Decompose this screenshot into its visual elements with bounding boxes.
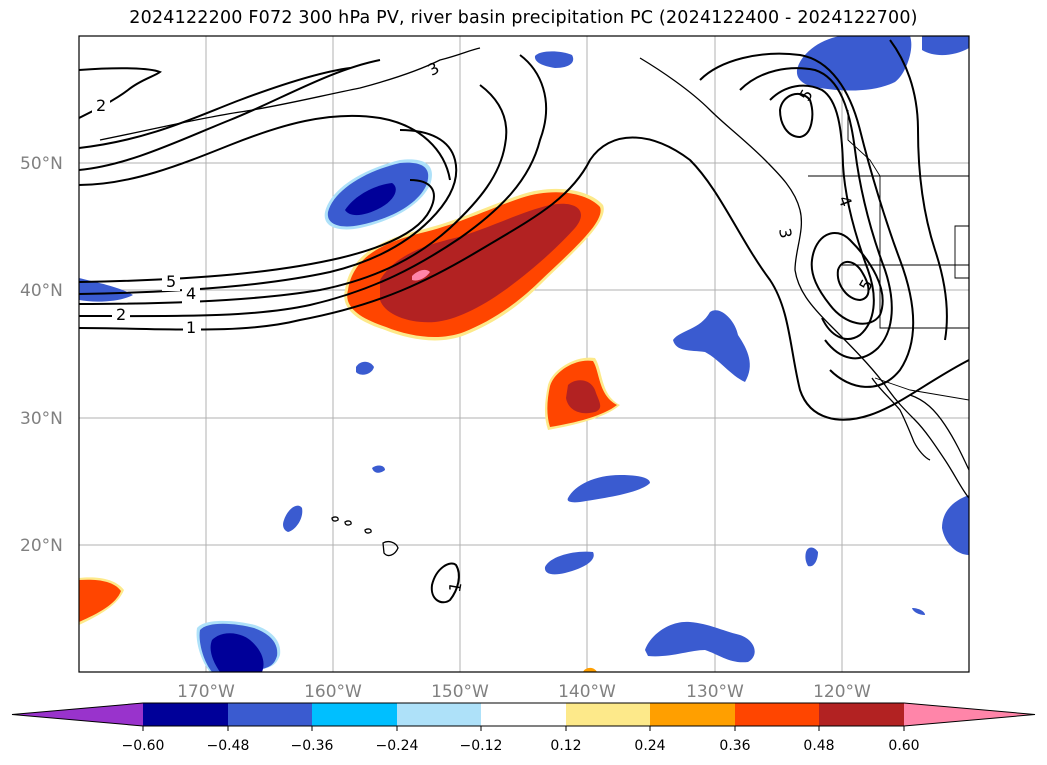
colorbar-tick-label: −0.24 [376, 738, 419, 754]
colorbar-bin-3 [312, 703, 397, 726]
precip-positive-blob-bottom [583, 667, 597, 672]
colorbar-tick-label: −0.36 [291, 738, 334, 754]
contour-label-3-east: 3 [775, 227, 795, 240]
precip-negative-blob-tiny-19n [805, 547, 818, 567]
lat-label-20n: 20°N [20, 536, 63, 556]
pv-contour-trough-east-2 [739, 67, 893, 360]
colorbar-bin-2 [228, 703, 312, 726]
colorbar-bin-1 [143, 703, 228, 726]
colorbar-bin-5 [481, 703, 566, 726]
pv-contour-north-1 [79, 59, 381, 171]
lat-label-50n: 50°N [20, 154, 63, 174]
precip-negative-blob-top-center [534, 51, 574, 68]
border-alaska-canada [847, 110, 881, 177]
map-frame [78, 35, 970, 673]
pv-contour-ring-south [810, 231, 884, 325]
hawaii-kauai [331, 516, 339, 522]
contour-label-5: 5 [166, 272, 176, 291]
colorbar-tick-label: −0.12 [460, 738, 503, 754]
colorbar-under-arrow [12, 703, 143, 726]
precip-negative-blob-bottom-left-core [210, 633, 264, 672]
lat-label-30n: 30°N [20, 409, 63, 429]
colorbar-tick-label: −0.48 [207, 738, 250, 754]
colorbar-ticks [142, 726, 905, 731]
precip-negative-blob-east [942, 495, 969, 555]
coastlines [99, 47, 969, 557]
hawaii-oahu [344, 520, 352, 526]
colorbar-tick-labels: −0.60 −0.48 −0.36 −0.24 −0.12 0.12 0.24 … [122, 738, 920, 754]
lat-label-40n: 40°N [20, 281, 63, 301]
precip-shading [79, 36, 969, 672]
pv-contour-5 [79, 179, 435, 283]
coastline-alaska [99, 47, 481, 141]
colorbar-tick-label: 0.48 [803, 738, 834, 754]
lon-label-140w: 140°W [558, 682, 616, 702]
contour-label-2: 2 [116, 305, 126, 324]
colorbar-tick-label: 0.60 [888, 738, 919, 754]
precip-negative-blob-top-right [796, 36, 912, 91]
pv-contour-3 [79, 84, 508, 305]
map-background [79, 36, 969, 672]
precip-negative-blob-47n-core [345, 183, 396, 216]
lon-labels: 170°W 160°W 150°W 140°W 130°W 120°W [177, 682, 871, 702]
precip-negative-blob-southeast [673, 310, 750, 382]
lon-label-150w: 150°W [431, 682, 489, 702]
pv-contours [79, 39, 969, 604]
precip-negative-blob-tiny-15n [912, 608, 925, 615]
pv-contour-trough-east-3 [769, 84, 875, 340]
contour-label-2-north: 2 [96, 96, 106, 115]
precip-negative-blob-bottom-center [645, 621, 755, 663]
pv-contour-small-15n [430, 562, 460, 604]
colorbar-tick-label: 0.24 [634, 738, 665, 754]
lon-label-170w: 170°W [177, 682, 235, 702]
precip-positive-blob-30n-darkred [566, 380, 601, 414]
precip-negative-blob-18n [544, 551, 594, 575]
precip-negative-blob-small-35n [356, 361, 374, 375]
pv-contour-ring-north [778, 92, 814, 139]
precip-negative-blob-25n [567, 475, 650, 503]
colorbar-bin-8 [735, 703, 819, 726]
precip-positive-blob-west-orange [79, 579, 121, 622]
colorbar-tick-label: −0.60 [122, 738, 165, 754]
colorbar: −0.60 −0.48 −0.36 −0.24 −0.12 0.12 0.24 … [11, 702, 1036, 754]
colorbar-tick-label: 0.36 [719, 738, 750, 754]
precip-negative-blob-top-right-edge [922, 36, 969, 56]
map-title: 2024122200 F072 300 hPa PV, river basin … [129, 8, 918, 28]
pv-contour-east-edge [889, 39, 948, 341]
precip-positive-band-pink [412, 269, 430, 281]
precip-negative-blob-tiny-26n [372, 465, 385, 473]
lat-labels: 50°N 40°N 30°N 20°N [20, 154, 63, 556]
pv-contour-trough-east-1 [699, 52, 915, 388]
pv-contour-ring-inner [836, 261, 870, 302]
pv-contour-north-2 [79, 67, 351, 149]
colorbar-over-arrow [904, 703, 1035, 726]
colorbar-bin-9 [819, 703, 904, 726]
precip-negative-blob-22n-small [283, 505, 303, 532]
coastline-mexico-west [909, 394, 969, 471]
colorbar-bin-4 [397, 703, 481, 726]
precip-positive-band-darkred [380, 203, 581, 323]
border-state-2 [840, 264, 969, 329]
coastline-southeast-alaska-canada [639, 57, 969, 499]
lon-label-130w: 130°W [686, 682, 744, 702]
border-state-3 [954, 225, 969, 279]
lon-label-120w: 120°W [813, 682, 871, 702]
colorbar-bin-7 [650, 703, 735, 726]
colorbar-bin-6 [566, 703, 650, 726]
coastline-baja [871, 377, 931, 461]
pv-contour-2 [79, 54, 548, 318]
pv-contour-4 [79, 129, 458, 295]
precip-negative-blob-40n-west [79, 278, 133, 302]
contour-label-1-south: 1 [445, 580, 465, 593]
contour-label-1: 1 [186, 318, 196, 337]
pv-contour-north-3 [79, 114, 451, 186]
pv-contour-1 [79, 136, 969, 421]
hawaii-big-island [382, 541, 399, 557]
hawaii-maui [364, 528, 372, 534]
colorbar-tick-label: 0.12 [550, 738, 581, 754]
lon-label-160w: 160°W [304, 682, 362, 702]
contour-label-4: 4 [186, 284, 196, 303]
